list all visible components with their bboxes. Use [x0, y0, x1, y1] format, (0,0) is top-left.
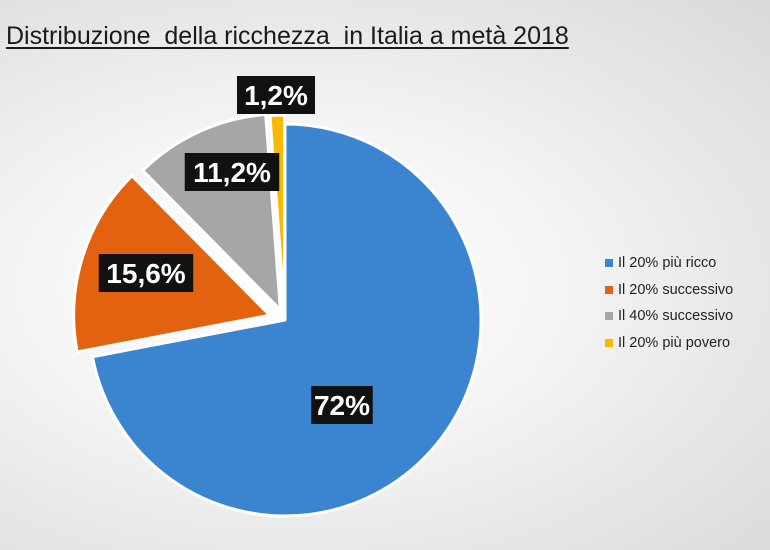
- legend-item-successivo-40: Il 40% successivo: [605, 303, 733, 330]
- legend-label: Il 40% successivo: [618, 308, 734, 325]
- legend-swatch: [605, 285, 613, 294]
- pie-data-labels: 72% 15,6% 11,2% 1,2%: [98, 76, 373, 424]
- data-label-text: 72%: [314, 390, 370, 421]
- data-label-text: 11,2%: [193, 157, 271, 188]
- chart-title: Distribuzione della ricchezza in Italia …: [6, 22, 569, 50]
- legend-label: Il 20% successivo: [618, 281, 734, 298]
- data-label-box: [237, 76, 315, 114]
- legend-item-piu-povero: Il 20% più povero: [605, 330, 733, 357]
- data-label-box: [98, 254, 194, 292]
- data-label-box: [311, 386, 373, 424]
- data-label-piu-povero: 1,2%: [237, 76, 315, 114]
- data-label-text: 15,6%: [106, 258, 185, 289]
- legend-swatch: [605, 338, 613, 347]
- legend-item-successivo-20: Il 20% successivo: [605, 277, 733, 304]
- legend-swatch: [605, 259, 613, 268]
- data-label-text: 1,2%: [244, 80, 308, 111]
- data-label-box: [184, 153, 280, 191]
- pie-slice-piu-ricco: [90, 122, 483, 518]
- legend-item-piu-ricco: Il 20% più ricco: [605, 250, 733, 277]
- data-label-successivo-20: 15,6%: [98, 254, 194, 292]
- chart-legend: Il 20% più ricco Il 20% successivo Il 40% …: [605, 250, 733, 356]
- legend-swatch: [605, 312, 613, 321]
- data-label-piu-ricco: 72%: [311, 386, 373, 424]
- legend-label: Il 20% più ricco: [618, 255, 717, 272]
- legend-label: Il 20% più povero: [618, 334, 731, 351]
- data-label-successivo-40: 11,2%: [184, 153, 280, 191]
